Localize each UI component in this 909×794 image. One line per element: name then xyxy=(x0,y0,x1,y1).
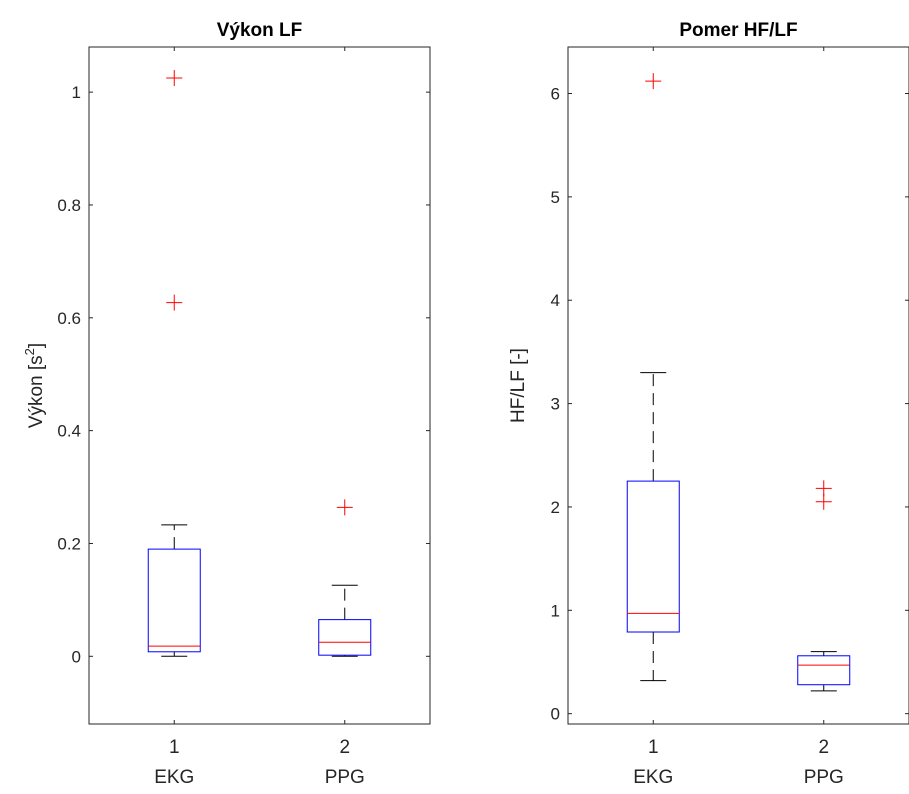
y-tick-label: 4 xyxy=(551,291,560,310)
outlier-marker xyxy=(645,73,662,90)
axes-frame xyxy=(567,46,909,725)
chart-panel-hf-lf-ratio: 0 1 2 3 4 5 6 1 EKG 2 PPG Pomer HF/LF HF/LF [-] xyxy=(508,20,909,788)
y-tick-label: 6 xyxy=(551,85,560,104)
x-tick-label: 1 xyxy=(648,737,659,758)
y-axis-label: HF/LF [-] xyxy=(508,348,529,423)
x-tick-label: 2 xyxy=(818,737,829,758)
y-tick-label: 0.2 xyxy=(57,534,81,553)
iqr-box xyxy=(626,480,680,633)
outlier-marker xyxy=(815,480,832,497)
y-axis-label-main: HF/LF [-] xyxy=(508,348,529,423)
box-plot-1 xyxy=(626,73,680,682)
y-tick-label: 3 xyxy=(551,395,560,414)
box-plot-1 xyxy=(147,70,201,657)
iqr-box xyxy=(147,548,201,653)
y-tick-label: 1 xyxy=(72,83,81,102)
y-tick-label: 0.6 xyxy=(57,309,81,328)
y-axis-label-close: ] xyxy=(26,343,47,348)
x-category-label: EKG xyxy=(154,767,194,788)
x-tick-label: 2 xyxy=(339,737,350,758)
y-tick-label: 1 xyxy=(551,601,560,620)
x-tick-label: 1 xyxy=(169,737,180,758)
iqr-box xyxy=(797,655,851,686)
outlier-marker xyxy=(166,294,183,311)
y-axis-label-main: Výkon [s xyxy=(26,355,47,428)
y-tick-label: 0.4 xyxy=(57,422,81,441)
iqr-box xyxy=(318,619,372,656)
outlier-marker xyxy=(336,499,353,516)
box-plot-2 xyxy=(318,499,372,657)
y-tick-label: 5 xyxy=(551,188,560,207)
y-tick-label: 0.8 xyxy=(57,196,81,215)
y-tick-label: 0 xyxy=(551,705,560,724)
y-axis-label: Výkon [s2] xyxy=(22,343,47,428)
y-tick-label: 0 xyxy=(72,647,81,666)
chart-title: Pomer HF/LF xyxy=(679,20,797,41)
x-category-label: PPG xyxy=(804,767,844,788)
chart-title: Výkon LF xyxy=(217,20,303,41)
x-category-label: PPG xyxy=(325,767,365,788)
axes-frame xyxy=(88,46,431,725)
outlier-marker xyxy=(815,493,832,510)
outlier-marker xyxy=(166,70,183,87)
x-category-label: EKG xyxy=(633,767,673,788)
y-axis-label-sup: 2 xyxy=(22,348,37,355)
y-tick-label: 2 xyxy=(551,498,560,517)
box-plot-2 xyxy=(797,480,851,692)
